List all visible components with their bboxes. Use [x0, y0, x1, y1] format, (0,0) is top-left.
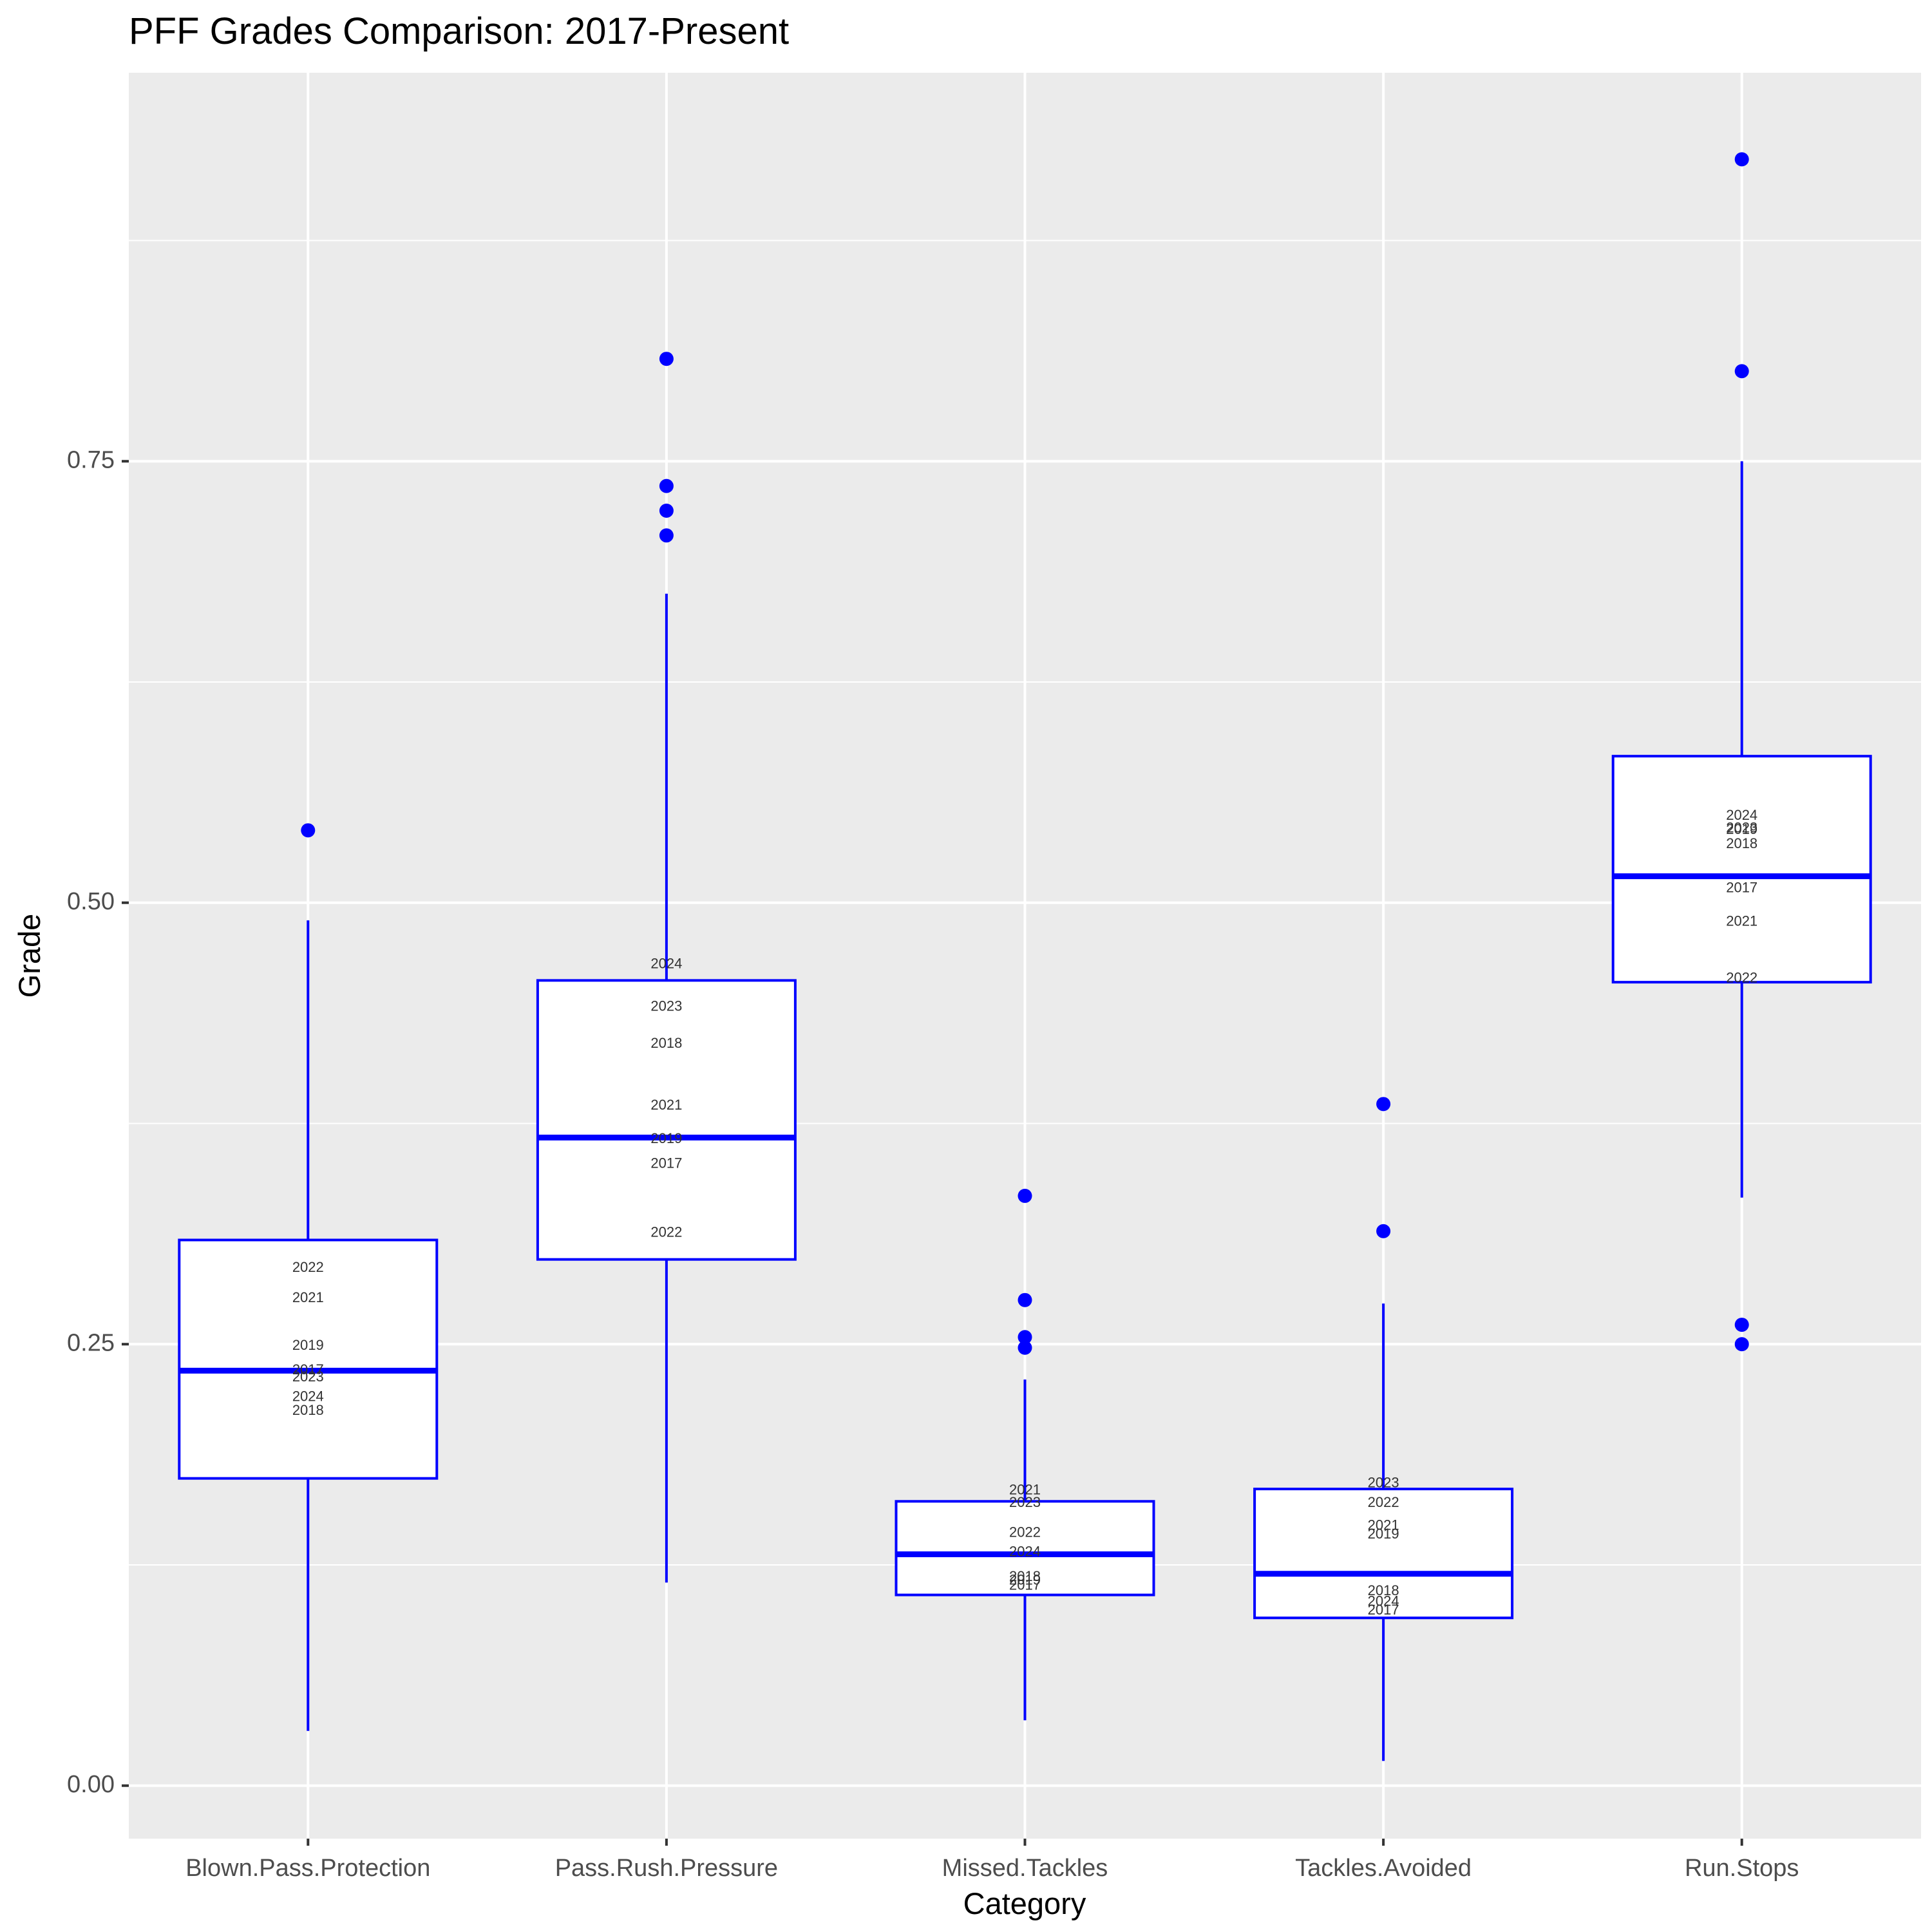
x-tick-label: Pass.Rush.Pressure — [555, 1855, 778, 1882]
y-tick-label: 0.75 — [67, 446, 115, 473]
year-label: 2024 — [1368, 1593, 1399, 1609]
year-label: 2019 — [1726, 821, 1757, 837]
year-label: 2024 — [1009, 1544, 1041, 1560]
box-tackles-avoided — [1253, 1097, 1514, 1761]
chart-title: PFF Grades Comparison: 2017-Present — [129, 10, 789, 52]
box-pass-rush-pressure — [536, 352, 797, 1583]
x-tick-label: Run.Stops — [1685, 1855, 1799, 1882]
outlier-point — [659, 504, 674, 518]
year-label: 2023 — [292, 1368, 324, 1385]
year-label: 2018 — [1726, 835, 1757, 851]
outlier-point — [1018, 1188, 1032, 1203]
x-tick-label: Missed.Tackles — [942, 1855, 1108, 1882]
year-label: 2017 — [1368, 1602, 1399, 1618]
year-label: 2018 — [292, 1402, 324, 1418]
outlier-point — [1734, 152, 1749, 167]
y-tick-label: 0.25 — [67, 1329, 115, 1356]
outlier-point — [1376, 1224, 1391, 1238]
year-label: 2023 — [1368, 1475, 1399, 1491]
outlier-point — [1734, 364, 1749, 379]
year-label: 2024 — [650, 956, 682, 972]
x-tick-label: Tackles.Avoided — [1295, 1855, 1472, 1882]
axes: 0.00 0.25 0.50 0.75 Blown.Pass.Protection Pas… — [67, 446, 1799, 1882]
year-label: 2019 — [650, 1130, 682, 1146]
year-label: 2024 — [292, 1388, 324, 1404]
outlier-point — [1018, 1340, 1032, 1355]
box-missed-tackles — [895, 1188, 1155, 1721]
outlier-point — [1734, 1318, 1749, 1332]
year-label: 2021 — [650, 1097, 682, 1113]
year-label: 2021 — [292, 1289, 324, 1305]
outlier-point — [659, 478, 674, 493]
box-iqr — [1611, 755, 1872, 984]
outlier-point — [1018, 1330, 1032, 1345]
year-label: 2022 — [292, 1259, 324, 1275]
y-tick-label: 0.50 — [67, 888, 115, 915]
box-iqr — [1253, 1488, 1514, 1620]
year-label: 2017 — [1726, 880, 1757, 896]
year-label: 2024 — [1726, 807, 1757, 823]
box-run-stops — [1611, 152, 1872, 1352]
year-label: 2017 — [292, 1361, 324, 1378]
year-label: 2018 — [1009, 1568, 1041, 1584]
year-label: 2022 — [1368, 1494, 1399, 1510]
year-label: 2021 — [1009, 1482, 1041, 1498]
year-label: 2022 — [650, 1224, 682, 1240]
box-blown-pass-protection — [178, 823, 439, 1731]
outlier-point — [1018, 1293, 1032, 1307]
year-label: 2017 — [650, 1155, 682, 1171]
year-label: 2018 — [1368, 1582, 1399, 1598]
year-label: 2019 — [292, 1337, 324, 1353]
year-label: 2019 — [1368, 1526, 1399, 1542]
x-axis-title: Category — [963, 1886, 1086, 1920]
outlier-point — [301, 823, 316, 838]
year-label: 2023 — [1009, 1494, 1041, 1510]
y-tick-label: 0.00 — [67, 1771, 115, 1798]
box-iqr — [895, 1500, 1155, 1596]
year-label: 2023 — [650, 998, 682, 1014]
year-label: 2019 — [1009, 1571, 1041, 1587]
year-label: 2018 — [650, 1035, 682, 1051]
year-label: 2021 — [1726, 913, 1757, 929]
box-iqr — [536, 979, 797, 1261]
year-label: 2023 — [1726, 819, 1757, 835]
x-tick-label: Blown.Pass.Protection — [185, 1855, 430, 1882]
year-label: 2022 — [1009, 1524, 1041, 1540]
year-label: 2022 — [1726, 969, 1757, 985]
box-layer: 2022202120192017202320242018202420232018… — [178, 152, 1872, 1761]
year-label: 2017 — [1009, 1577, 1041, 1593]
y-axis-title: Grade — [12, 914, 46, 998]
outlier-point — [1376, 1097, 1391, 1112]
box-iqr — [178, 1238, 439, 1480]
year-label: 2021 — [1368, 1517, 1399, 1533]
outlier-point — [659, 528, 674, 543]
outlier-point — [1734, 1337, 1749, 1352]
outlier-point — [659, 352, 674, 366]
